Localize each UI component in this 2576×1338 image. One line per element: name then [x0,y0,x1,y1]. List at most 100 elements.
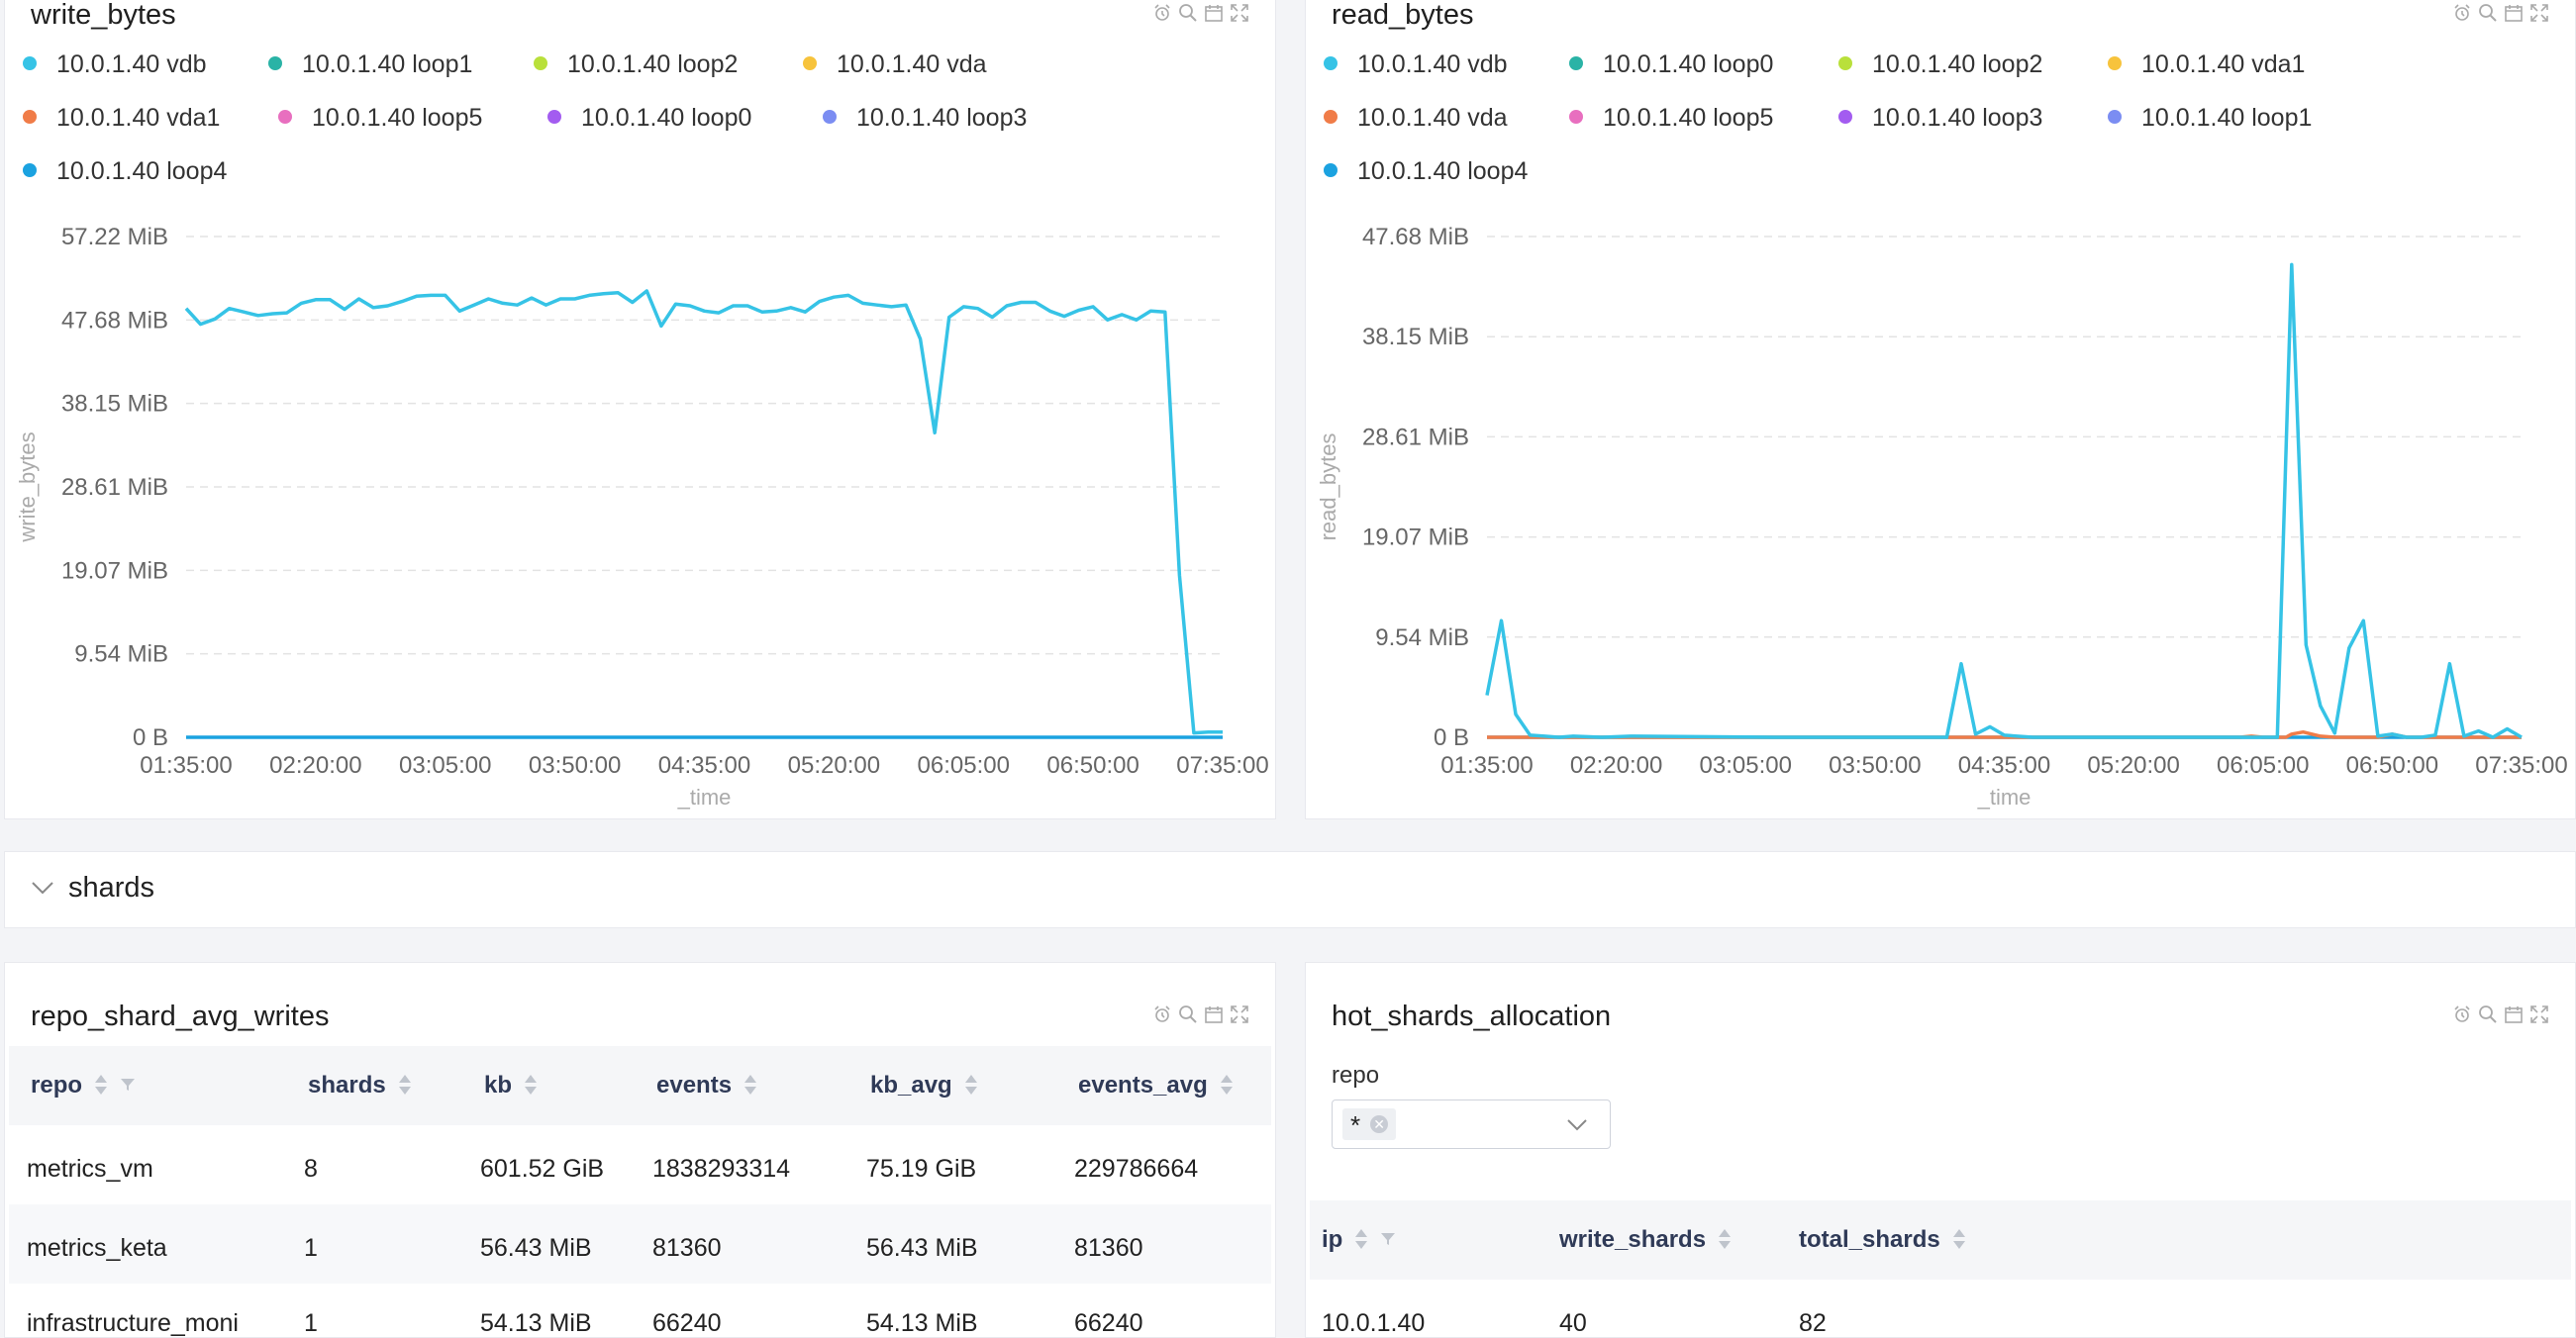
table-cell: 56.43 MiB [480,1234,592,1262]
calendar-icon[interactable] [2504,1004,2524,1024]
legend-item[interactable]: 10.0.1.40 loop4 [1324,157,1528,186]
sort-icon[interactable] [1354,1227,1368,1251]
calendar-icon[interactable] [1204,1004,1224,1024]
legend-item[interactable]: 10.0.1.40 loop0 [547,104,751,133]
alarm-icon[interactable] [1152,3,1172,23]
column-header-write-shards[interactable]: write_shards [1559,1226,1732,1254]
legend-swatch [1838,110,1852,125]
table-cell: 40 [1559,1309,1587,1337]
calendar-icon[interactable] [1204,3,1224,23]
y-tick-label: 19.07 MiB [1362,525,1469,551]
fullscreen-icon[interactable] [1230,3,1249,23]
calendar-icon[interactable] [2504,3,2524,23]
search-icon[interactable] [2478,1004,2498,1024]
y-tick-label: 38.15 MiB [61,391,168,418]
legend-item[interactable]: 10.0.1.40 loop1 [268,50,472,79]
x-tick-label: 07:35:00 [2475,752,2567,779]
sort-icon[interactable] [964,1073,978,1097]
repo-filter-select[interactable]: * ✕ [1332,1099,1611,1149]
table-cell: 8 [304,1155,318,1183]
fullscreen-icon[interactable] [2529,1004,2549,1024]
table-cell: 82 [1799,1309,1827,1337]
search-icon[interactable] [2478,3,2498,23]
legend-swatch [803,56,817,71]
legend-item[interactable]: 10.0.1.40 vda [1324,104,1508,133]
legend-item[interactable]: 10.0.1.40 loop1 [2108,104,2312,133]
legend-item[interactable]: 10.0.1.40 vda [803,50,987,79]
fullscreen-icon[interactable] [1230,1004,1249,1024]
column-label: ip [1322,1226,1343,1253]
chevron-down-icon[interactable] [31,880,54,896]
x-tick-label: 05:20:00 [2087,752,2179,779]
alarm-icon[interactable] [1152,1004,1172,1024]
legend-label: 10.0.1.40 vda [837,50,987,78]
legend-label: 10.0.1.40 loop0 [581,104,752,132]
legend-item[interactable]: 10.0.1.40 loop3 [1838,104,2042,133]
legend-item[interactable]: 10.0.1.40 vdb [23,50,207,79]
y-tick-label: 47.68 MiB [1362,224,1469,250]
legend-swatch [1838,56,1852,71]
chevron-down-icon[interactable] [1566,1118,1588,1132]
legend-label: 10.0.1.40 loop5 [312,104,483,132]
legend-swatch [23,110,37,125]
column-header-kb-avg[interactable]: kb_avg [870,1072,978,1099]
column-header-ip[interactable]: ip [1322,1226,1396,1254]
x-tick-label: 03:50:00 [1829,752,1921,779]
column-header-shards[interactable]: shards [308,1072,412,1099]
legend-item[interactable]: 10.0.1.40 vdb [1324,50,1508,79]
alarm-icon[interactable] [2452,3,2472,23]
table-cell: 75.19 GiB [866,1155,977,1183]
legend-item[interactable]: 10.0.1.40 loop5 [1569,104,1773,133]
legend-item[interactable]: 10.0.1.40 loop0 [1569,50,1773,79]
y-tick-label: 0 B [1434,724,1469,751]
legend-swatch [268,56,282,71]
column-header-total-shards[interactable]: total_shards [1799,1226,1966,1254]
legend-item[interactable]: 10.0.1.40 loop2 [1838,50,2042,79]
legend-label: 10.0.1.40 loop1 [302,50,473,78]
sort-icon[interactable] [94,1073,108,1097]
column-label: total_shards [1799,1226,1940,1253]
alarm-icon[interactable] [2452,1004,2472,1024]
filter-icon[interactable] [120,1078,136,1092]
series-line[interactable] [184,289,1223,735]
legend-item[interactable]: 10.0.1.40 loop5 [278,104,482,133]
legend-label: 10.0.1.40 loop3 [1872,104,2043,132]
legend-label: 10.0.1.40 vda1 [2141,50,2306,78]
legend-item[interactable]: 10.0.1.40 loop4 [23,157,227,186]
legend-swatch [1324,56,1338,71]
sort-icon[interactable] [398,1073,412,1097]
sort-icon[interactable] [1220,1073,1234,1097]
column-header-events-avg[interactable]: events_avg [1078,1072,1234,1099]
y-tick-label: 0 B [133,724,168,751]
shards-section-header[interactable]: shards [4,851,2576,928]
column-header-events[interactable]: events [656,1072,757,1099]
fullscreen-icon[interactable] [2529,3,2549,23]
sort-icon[interactable] [524,1073,538,1097]
selected-tag[interactable]: * ✕ [1342,1108,1397,1140]
search-icon[interactable] [1178,1004,1198,1024]
sort-icon[interactable] [743,1073,757,1097]
x-tick-label: 07:35:00 [1176,752,1268,779]
legend-item[interactable]: 10.0.1.40 vda1 [2108,50,2305,79]
legend-item[interactable]: 10.0.1.40 vda1 [23,104,220,133]
y-tick-label: 38.15 MiB [1362,324,1469,350]
legend-item[interactable]: 10.0.1.40 loop2 [534,50,738,79]
tag-value: * [1350,1110,1361,1140]
column-header-repo[interactable]: repo [31,1072,136,1099]
write-bytes-title: write_bytes [31,0,176,31]
sort-icon[interactable] [1718,1227,1732,1251]
series-line[interactable] [1485,262,2523,739]
column-header-kb[interactable]: kb [484,1072,538,1099]
legend-item[interactable]: 10.0.1.40 loop3 [823,104,1027,133]
hot-shards-tools [2452,1004,2549,1024]
table-cell: 54.13 MiB [866,1309,978,1337]
filter-icon[interactable] [1380,1232,1396,1246]
tag-close-icon[interactable]: ✕ [1370,1115,1389,1134]
legend-swatch [1324,163,1338,178]
table-cell: 81360 [652,1234,722,1262]
search-icon[interactable] [1178,3,1198,23]
sort-icon[interactable] [1952,1227,1966,1251]
legend-swatch [534,56,547,71]
legend-label: 10.0.1.40 loop4 [1357,157,1529,185]
x-tick-label: 03:05:00 [1700,752,1792,779]
